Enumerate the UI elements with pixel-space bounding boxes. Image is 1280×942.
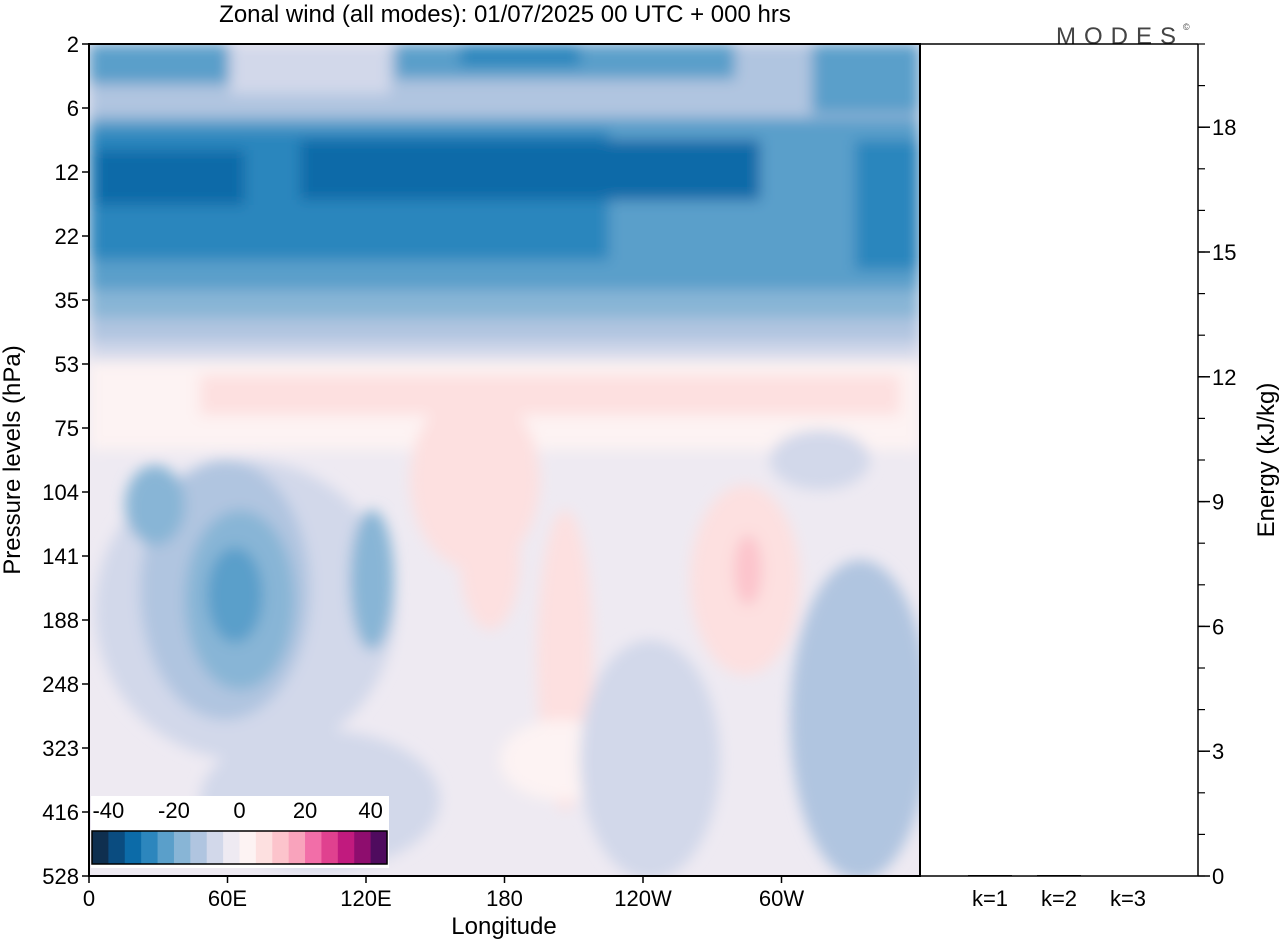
colorbar-label: -20 (158, 798, 190, 823)
colorbar-labels: -40 -20 0 20 40 (92, 798, 382, 823)
colorbar-swatch (124, 831, 142, 864)
x-tick-label: 0 (83, 886, 95, 911)
colorbar-label: -40 (92, 798, 124, 823)
colorbar-swatch (288, 831, 306, 864)
energy-tick-label: 18 (1212, 115, 1236, 140)
y-tick-label: 528 (42, 864, 79, 889)
x-tick-label: 120W (614, 886, 672, 911)
energy-panel (920, 44, 1198, 876)
y-tick-label: 53 (55, 352, 79, 377)
energy-tick-label: 15 (1212, 240, 1236, 265)
x-tick-label: 60E (208, 886, 247, 911)
energy-axis-label: Energy (kJ/kg) (1253, 383, 1280, 538)
energy-tick-label: 3 (1212, 739, 1224, 764)
jet-core-west (95, 150, 245, 205)
transition-band-light (89, 342, 920, 362)
y-axis-ticks: 2 6 12 22 35 53 75 104 141 188 248 323 416 528 (42, 32, 89, 889)
colorbar-swatch (255, 831, 273, 864)
colorbar-swatch (141, 831, 159, 864)
energy-tick-label: 0 (1212, 864, 1224, 889)
y-tick-label: 248 (42, 672, 79, 697)
x-axis-ticks: 0 60E 120E 180 120W 60W (83, 876, 804, 911)
y-tick-label: 6 (67, 96, 79, 121)
y-axis-label: Pressure levels (hPa) (0, 345, 26, 574)
blue-cell-small (125, 465, 185, 545)
colorbar-swatch (321, 831, 339, 864)
y-tick-label: 2 (67, 32, 79, 57)
colorbar-swatch (206, 831, 224, 864)
k-tick-label: k=3 (1110, 886, 1146, 911)
colorbar-swatch (190, 831, 208, 864)
lower-blue-east (790, 560, 920, 876)
colorbar-swatch (157, 831, 175, 864)
x-tick-label: 60W (759, 886, 804, 911)
colorbar-swatch (305, 831, 323, 864)
colorbar-swatch (370, 831, 388, 864)
pink-tongue-mid (460, 490, 520, 630)
colorbar-swatch (92, 831, 109, 864)
energy-tick-label: 9 (1212, 490, 1224, 515)
y-tick-label: 188 (42, 608, 79, 633)
colorbar-swatch (173, 831, 191, 864)
colorbar-swatch (272, 831, 290, 864)
y-tick-label: 35 (55, 288, 79, 313)
wavenumber-ticks: k=1 k=2 k=3 (972, 886, 1146, 911)
y-tick-label: 22 (55, 224, 79, 249)
chart-title: Zonal wind (all modes): 01/07/2025 00 UT… (219, 1, 791, 28)
upper-band-core (460, 44, 580, 66)
upper-grey-patch (770, 430, 870, 490)
blue-cell-core (207, 547, 263, 643)
y-tick-label: 75 (55, 416, 79, 441)
y-tick-label: 416 (42, 800, 79, 825)
colorbar-legend: -40 -20 0 20 40 (91, 796, 389, 868)
upper-band-gap (230, 44, 390, 94)
weak-westerly-pink (200, 375, 900, 415)
transition-band (89, 318, 920, 344)
upper-band-dateline (812, 44, 920, 114)
y-tick-label: 12 (55, 160, 79, 185)
colorbar-label: 20 (293, 798, 317, 823)
blue-cell-120e (350, 510, 394, 650)
energy-tick-label: 12 (1212, 365, 1236, 390)
jet-core-east (300, 140, 760, 200)
x-tick-label: 180 (486, 886, 523, 911)
colorbar-swatches (92, 831, 388, 864)
heatmap-plot (89, 44, 920, 876)
colorbar-label: 0 (233, 798, 245, 823)
x-tick-label: 120E (340, 886, 391, 911)
y-tick-label: 104 (42, 480, 79, 505)
k-tick-label: k=1 (972, 886, 1008, 911)
jet-east-edge (855, 140, 920, 270)
logo-mark: © (1183, 22, 1190, 32)
colorbar-swatch (354, 831, 372, 864)
upper-band-west (89, 44, 229, 84)
energy-tick-label: 6 (1212, 614, 1224, 639)
colorbar-swatch (239, 831, 257, 864)
pink-cell-core (734, 535, 762, 605)
y-tick-label: 141 (42, 544, 79, 569)
colorbar-label: 40 (358, 798, 382, 823)
k-tick-label: k=2 (1041, 886, 1077, 911)
colorbar-frame (91, 830, 388, 865)
colorbar-swatch (108, 831, 126, 864)
energy-axis-ticks: 0 3 6 9 12 15 18 (1198, 43, 1236, 889)
y-tick-label: 323 (42, 736, 79, 761)
colorbar-swatch (337, 831, 355, 864)
colorbar-swatch (223, 831, 241, 864)
x-axis-label: Longitude (451, 913, 556, 940)
lower-grey-patch (580, 640, 720, 876)
